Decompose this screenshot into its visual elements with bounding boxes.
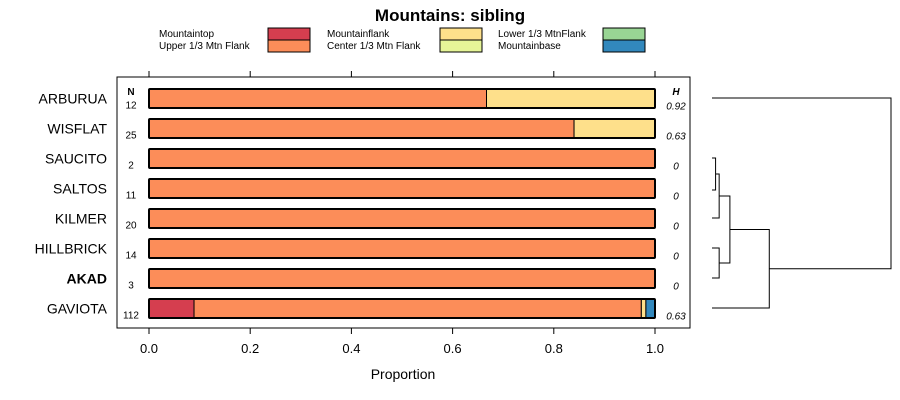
h-value: 0.63: [666, 312, 686, 323]
dendrogram-branch: [712, 229, 770, 309]
row-saucito: SAUCITO 2 0: [45, 148, 679, 173]
n-value: 11: [126, 191, 137, 202]
bar-outline: [148, 148, 656, 169]
bar-segment-upper-1-3-mtn-flank: [148, 208, 656, 229]
n-value: 14: [125, 251, 137, 262]
row-arburua: ARBURUA 12 0.92: [39, 88, 686, 113]
tick-label: 0.8: [545, 341, 563, 356]
tick-label: 0.2: [241, 341, 259, 356]
h-value: 0: [673, 252, 679, 263]
bar-segment-upper-1-3-mtn-flank: [148, 148, 656, 169]
dendrogram-branch: [712, 247, 720, 279]
bar-segment-upper-1-3-mtn-flank: [148, 238, 656, 259]
dendrogram-branch: [712, 157, 717, 191]
legend-swatch-mountaintop: [267, 27, 311, 41]
bar-segment-upper-1-3-mtn-flank: [193, 298, 642, 319]
row-gaviota: GAVIOTA 112 0.63: [47, 298, 686, 323]
h-header: H: [672, 87, 680, 98]
n-value: 2: [128, 161, 134, 172]
row-hillbrick: HILLBRICK 14 0: [35, 238, 679, 263]
n-value: 112: [123, 311, 139, 322]
row-label: KILMER: [55, 211, 107, 227]
row-wisflat: WISFLAT 25 0.63: [47, 118, 686, 143]
h-value: 0.92: [666, 102, 686, 113]
legend-swatch-center-1-3-mtn-flank: [439, 39, 483, 53]
legend-swatch-upper-1-3-mtn-flank: [267, 39, 311, 53]
bar-segment-upper-1-3-mtn-flank: [148, 268, 656, 289]
bar-outline: [148, 178, 656, 199]
bar-segment-mountainflank: [573, 118, 656, 139]
tick-label: 0.4: [342, 341, 360, 356]
bar-outline: [148, 268, 656, 289]
bar-segment-mountainflank: [640, 298, 647, 319]
dendrogram-branch: [719, 195, 731, 264]
legend-label-mountainbase: Mountainbase: [498, 41, 561, 52]
legend-swatch-lower-1-3-mtnflank: [602, 27, 646, 41]
n-value: 12: [125, 101, 137, 112]
chart-title: Mountains: sibling: [375, 6, 525, 25]
plot-frame: [116, 76, 691, 329]
row-label: WISFLAT: [47, 121, 107, 137]
legend-swatch-mountainbase: [602, 39, 646, 53]
row-saltos: SALTOS 11 0: [53, 178, 679, 203]
dendrogram-branch: [712, 97, 892, 270]
top-axis: [148, 71, 656, 77]
h-value: 0: [673, 222, 679, 233]
row-kilmer: KILMER 20 0: [55, 208, 679, 233]
h-value: 0: [673, 192, 679, 203]
bar-segment-upper-1-3-mtn-flank: [148, 178, 656, 199]
row-label: GAVIOTA: [47, 301, 108, 317]
bottom-axis: 0.0 0.2 0.4 0.6 0.8 1.0: [140, 328, 664, 356]
h-value: 0.63: [666, 132, 686, 143]
bar-outline: [148, 208, 656, 229]
tick-label: 1.0: [646, 341, 664, 356]
tick-label: 0.0: [140, 341, 158, 356]
legend-label-center-1-3-mtn-flank: Center 1/3 Mtn Flank: [327, 41, 421, 52]
n-value: 25: [125, 131, 137, 142]
bar-outline: [148, 118, 656, 139]
legend-label-lower-1-3-mtnflank: Lower 1/3 MtnFlank: [498, 29, 587, 40]
tick-label: 0.6: [444, 341, 462, 356]
bar-segment-mountainbase: [645, 298, 656, 319]
legend-label-upper-1-3-mtn-flank: Upper 1/3 Mtn Flank: [159, 41, 251, 52]
row-label: SAUCITO: [45, 151, 107, 167]
n-value: 20: [125, 221, 137, 232]
legend-label-mountaintop: Mountaintop: [159, 29, 214, 40]
n-value: 3: [128, 281, 134, 292]
row-label: AKAD: [67, 271, 107, 287]
h-value: 0: [673, 282, 679, 293]
row-label: ARBURUA: [39, 91, 108, 107]
dendrogram: [712, 97, 892, 309]
legend-label-mountainflank: Mountainflank: [327, 29, 390, 40]
legend-swatch-mountainflank: [439, 27, 483, 41]
bar-outline: [148, 298, 656, 319]
bar-segment-mountaintop: [148, 298, 195, 319]
bar-segment-upper-1-3-mtn-flank: [148, 118, 575, 139]
bar-outline: [148, 238, 656, 259]
row-label: HILLBRICK: [35, 241, 108, 257]
bar-segment-upper-1-3-mtn-flank: [148, 88, 488, 109]
row-label: SALTOS: [53, 181, 107, 197]
n-header: N: [127, 87, 134, 98]
row-akad: AKAD 3 0: [67, 268, 679, 293]
x-axis-label: Proportion: [371, 366, 436, 382]
bar-segment-mountainflank: [486, 88, 656, 109]
bar-outline: [148, 88, 656, 109]
h-value: 0: [673, 162, 679, 173]
